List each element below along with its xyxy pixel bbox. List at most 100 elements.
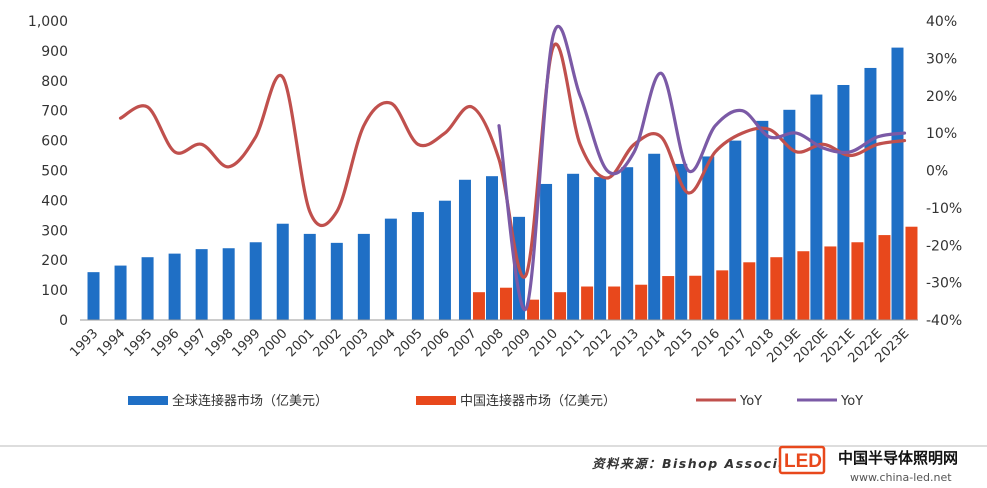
bar-global [249,242,262,320]
bar-global [114,265,127,320]
bar-china [662,276,675,320]
bar-global [648,153,661,320]
x-tick-label: 2017 [716,326,750,360]
bar-global [303,233,316,320]
bar-global [438,200,451,320]
right-tick-label: -20% [926,238,962,254]
x-tick-label: 1995 [121,326,155,360]
x-tick-label: 1994 [94,326,128,360]
bar-china [797,251,810,320]
bar-china [608,286,621,320]
bars [87,47,918,321]
right-axis: -40% -30% -20% -10% 0% 10% 20% 30% 40% [926,14,962,329]
yoy-line-china [497,24,907,312]
left-tick-label: 300 [41,223,68,239]
bar-china [554,292,567,320]
x-tick-label: 2008 [473,326,507,360]
watermark-brand: 中国半导体照明网 [838,449,958,467]
x-tick-label: 2002 [311,326,345,360]
yoy-line-global [118,42,907,279]
x-tick-label: 2016 [689,326,723,360]
bar-global [675,163,688,320]
bar-global [222,248,235,320]
x-tick-label: 2009 [500,326,534,360]
bar-china [851,242,864,320]
left-tick-label: 600 [41,134,68,150]
right-tick-label: 20% [926,89,957,105]
left-tick-label: 100 [41,283,68,299]
bar-china [905,226,918,320]
source-note: 资料来源：Bishop Associates， [592,456,829,471]
x-tick-label: 1997 [175,326,209,360]
lines [118,24,907,312]
bar-global [702,156,715,320]
bar-china [500,287,512,320]
bar-global [195,249,208,320]
bar-global [594,177,607,320]
x-tick-label: 2001 [284,326,318,360]
right-tick-label: 40% [926,14,957,30]
x-tick-label: 2003 [338,326,372,360]
x-tick-label: 2013 [608,326,642,360]
left-tick-label: 500 [41,164,68,180]
legend-label-china: 中国连接器市场（亿美元） [460,393,616,409]
left-tick-label: 900 [41,44,68,60]
left-tick-label: 0 [59,313,68,329]
x-tick-label: 2004 [365,326,399,360]
bar-china [716,270,729,320]
bar-china [824,246,837,320]
bar-china [689,275,702,320]
bar-china [770,257,783,320]
x-tick-label: 2015 [662,326,696,360]
x-tick-label: 2014 [635,326,669,360]
bar-global [864,67,877,321]
bar-global [621,167,634,320]
x-tick-label: 1996 [148,326,182,360]
bar-china [743,262,756,320]
bar-global [330,242,343,320]
watermark-logo-box [778,445,826,475]
watermark-logo-text: LED [784,451,822,472]
bar-global [729,140,742,320]
legend: 全球连接器市场（亿美元） 中国连接器市场（亿美元） YoY YoY [128,393,863,409]
legend-label-yoy-purple: YoY [840,394,863,409]
legend-swatch-global [128,396,168,405]
bar-china [581,286,594,320]
left-tick-label: 200 [41,253,68,269]
x-tick-label: 2007 [446,326,480,360]
right-tick-label: 0% [926,164,948,180]
legend-label-yoy-red: YoY [739,394,762,409]
bar-global [458,179,471,320]
right-tick-label: -30% [926,276,962,292]
bar-global [384,218,397,320]
legend-label-global: 全球连接器市场（亿美元） [172,393,328,409]
x-tick-label: 2010 [527,326,561,360]
bar-global [810,94,823,320]
bar-global [783,109,796,320]
x-tick-label: 1998 [202,326,236,360]
x-tick-label: 2006 [419,326,453,360]
left-tick-label: 400 [41,193,68,209]
bar-global [540,183,553,320]
left-tick-label: 700 [41,104,68,120]
bar-global [168,253,181,320]
x-tick-label: 1999 [230,326,264,360]
bar-global [837,84,850,321]
x-tick-label: 2005 [392,326,426,360]
bar-china [527,299,540,320]
watermark-url: www.china-led.net [850,471,952,484]
bar-global [891,47,904,321]
bar-china [472,292,485,320]
x-tick-label: 1993 [67,326,101,360]
legend-swatch-china [416,396,456,405]
x-axis: 1993199419951996199719981999200020012002… [67,319,918,366]
bar-global [411,212,424,320]
left-tick-label: 1,000 [28,14,68,30]
bar-global [87,272,100,320]
right-tick-label: 30% [926,51,957,67]
bar-china [878,235,891,320]
right-tick-label: 10% [926,126,957,142]
bar-global [756,120,769,320]
x-tick-label: 2012 [581,326,615,360]
